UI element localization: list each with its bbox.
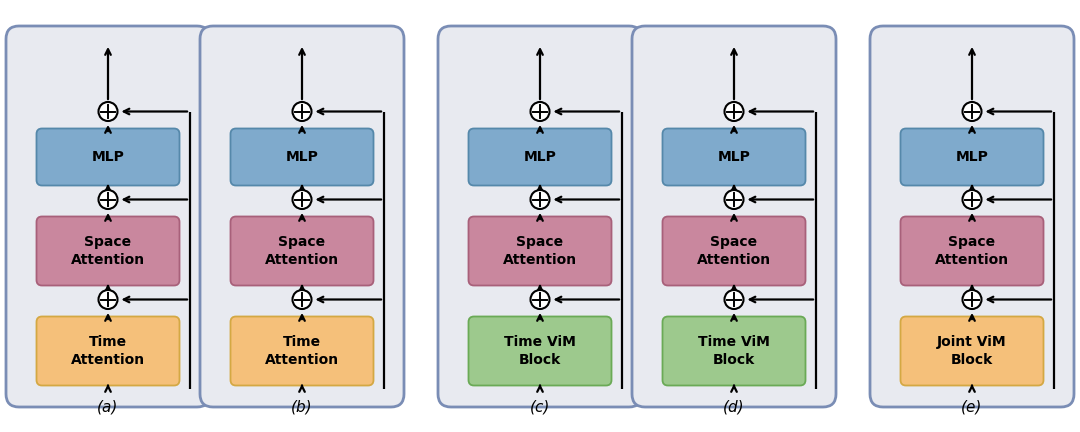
FancyBboxPatch shape bbox=[469, 216, 611, 286]
Text: Time ViM
Block: Time ViM Block bbox=[698, 335, 770, 367]
Text: MLP: MLP bbox=[524, 150, 556, 164]
Circle shape bbox=[725, 290, 743, 309]
FancyBboxPatch shape bbox=[662, 216, 806, 286]
Text: Time
Attention: Time Attention bbox=[265, 335, 339, 367]
Circle shape bbox=[530, 102, 550, 121]
Text: MLP: MLP bbox=[92, 150, 124, 164]
FancyBboxPatch shape bbox=[438, 26, 642, 407]
FancyBboxPatch shape bbox=[469, 317, 611, 385]
Text: MLP: MLP bbox=[285, 150, 319, 164]
FancyBboxPatch shape bbox=[469, 128, 611, 185]
FancyBboxPatch shape bbox=[632, 26, 836, 407]
Circle shape bbox=[725, 102, 743, 121]
Circle shape bbox=[725, 190, 743, 209]
FancyBboxPatch shape bbox=[662, 317, 806, 385]
Text: Space
Attention: Space Attention bbox=[697, 235, 771, 267]
Circle shape bbox=[530, 190, 550, 209]
Text: (d): (d) bbox=[724, 399, 745, 414]
Text: Space
Attention: Space Attention bbox=[503, 235, 577, 267]
FancyBboxPatch shape bbox=[870, 26, 1074, 407]
Circle shape bbox=[530, 290, 550, 309]
FancyBboxPatch shape bbox=[37, 216, 179, 286]
Text: Space
Attention: Space Attention bbox=[265, 235, 339, 267]
FancyBboxPatch shape bbox=[37, 317, 179, 385]
Text: Space
Attention: Space Attention bbox=[71, 235, 145, 267]
Circle shape bbox=[962, 190, 982, 209]
FancyBboxPatch shape bbox=[200, 26, 404, 407]
Circle shape bbox=[293, 290, 311, 309]
Text: MLP: MLP bbox=[956, 150, 988, 164]
Text: Time
Attention: Time Attention bbox=[71, 335, 145, 367]
Text: (c): (c) bbox=[530, 399, 550, 414]
Text: Time ViM
Block: Time ViM Block bbox=[504, 335, 576, 367]
Text: Space
Attention: Space Attention bbox=[935, 235, 1009, 267]
Text: MLP: MLP bbox=[717, 150, 751, 164]
FancyBboxPatch shape bbox=[230, 128, 374, 185]
Circle shape bbox=[962, 102, 982, 121]
FancyBboxPatch shape bbox=[230, 317, 374, 385]
Circle shape bbox=[293, 190, 311, 209]
Circle shape bbox=[98, 102, 118, 121]
FancyBboxPatch shape bbox=[662, 128, 806, 185]
Circle shape bbox=[98, 190, 118, 209]
Text: Joint ViM
Block: Joint ViM Block bbox=[937, 335, 1007, 367]
Circle shape bbox=[962, 290, 982, 309]
FancyBboxPatch shape bbox=[6, 26, 210, 407]
Circle shape bbox=[293, 102, 311, 121]
Text: (e): (e) bbox=[961, 399, 983, 414]
Text: (a): (a) bbox=[97, 399, 119, 414]
FancyBboxPatch shape bbox=[37, 128, 179, 185]
Text: (b): (b) bbox=[292, 399, 313, 414]
FancyBboxPatch shape bbox=[901, 216, 1043, 286]
FancyBboxPatch shape bbox=[901, 317, 1043, 385]
Circle shape bbox=[98, 290, 118, 309]
FancyBboxPatch shape bbox=[901, 128, 1043, 185]
FancyBboxPatch shape bbox=[230, 216, 374, 286]
